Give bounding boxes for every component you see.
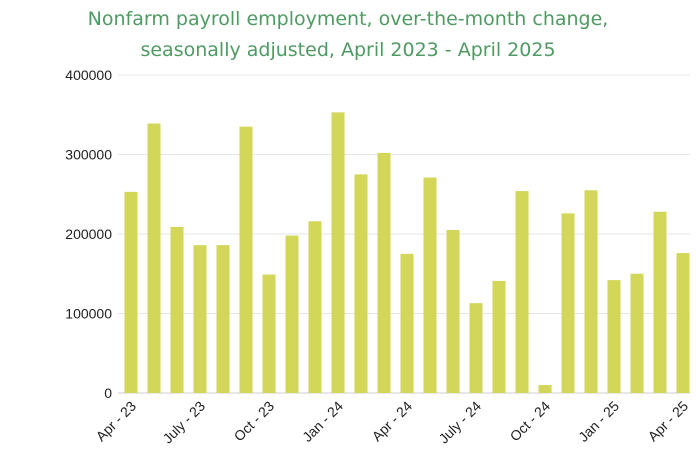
- bar: [584, 190, 598, 393]
- chart-subtitle: seasonally adjusted, April 2023 - April …: [140, 39, 556, 61]
- x-tick-label: July - 23: [159, 398, 208, 447]
- x-tick-label: Oct - 23: [231, 398, 278, 445]
- bar: [676, 253, 690, 393]
- bar: [147, 123, 161, 394]
- bar: [653, 211, 667, 393]
- bar: [446, 230, 460, 393]
- y-tick-label: 200000: [65, 226, 112, 242]
- chart-title: Nonfarm payroll employment, over-the-mon…: [87, 8, 609, 30]
- bar: [607, 280, 621, 393]
- x-tick-label: Oct - 24: [507, 398, 554, 445]
- y-tick-label: 400000: [65, 67, 112, 83]
- x-tick-label: Apr - 23: [93, 398, 140, 445]
- bar: [423, 177, 437, 393]
- y-tick-label: 300000: [65, 147, 112, 163]
- bar: [331, 112, 345, 394]
- bar: [239, 126, 253, 394]
- y-tick-label: 0: [104, 385, 112, 401]
- y-tick-label: 100000: [65, 306, 112, 322]
- bar: [170, 226, 184, 393]
- bar: [377, 152, 391, 393]
- bar: [538, 385, 552, 393]
- bar: [216, 245, 230, 393]
- bar: [492, 280, 506, 393]
- bar: [308, 221, 322, 393]
- x-tick-label: Jan - 24: [299, 398, 346, 445]
- x-tick-label: July - 24: [435, 398, 484, 447]
- bar: [400, 253, 414, 393]
- chart-title-block: Nonfarm payroll employment, over-the-mon…: [0, 4, 696, 66]
- bar: [469, 303, 483, 393]
- x-tick-label: Jan - 25: [575, 398, 622, 445]
- bar: [124, 191, 138, 393]
- bar: [285, 235, 299, 393]
- bar: [515, 191, 529, 393]
- bar: [262, 274, 276, 393]
- bar: [193, 245, 207, 393]
- x-tick-label: Apr - 25: [645, 398, 692, 445]
- bar: [561, 213, 575, 393]
- bar: [630, 273, 644, 393]
- bar: [354, 174, 368, 393]
- x-tick-label: Apr - 24: [369, 398, 416, 445]
